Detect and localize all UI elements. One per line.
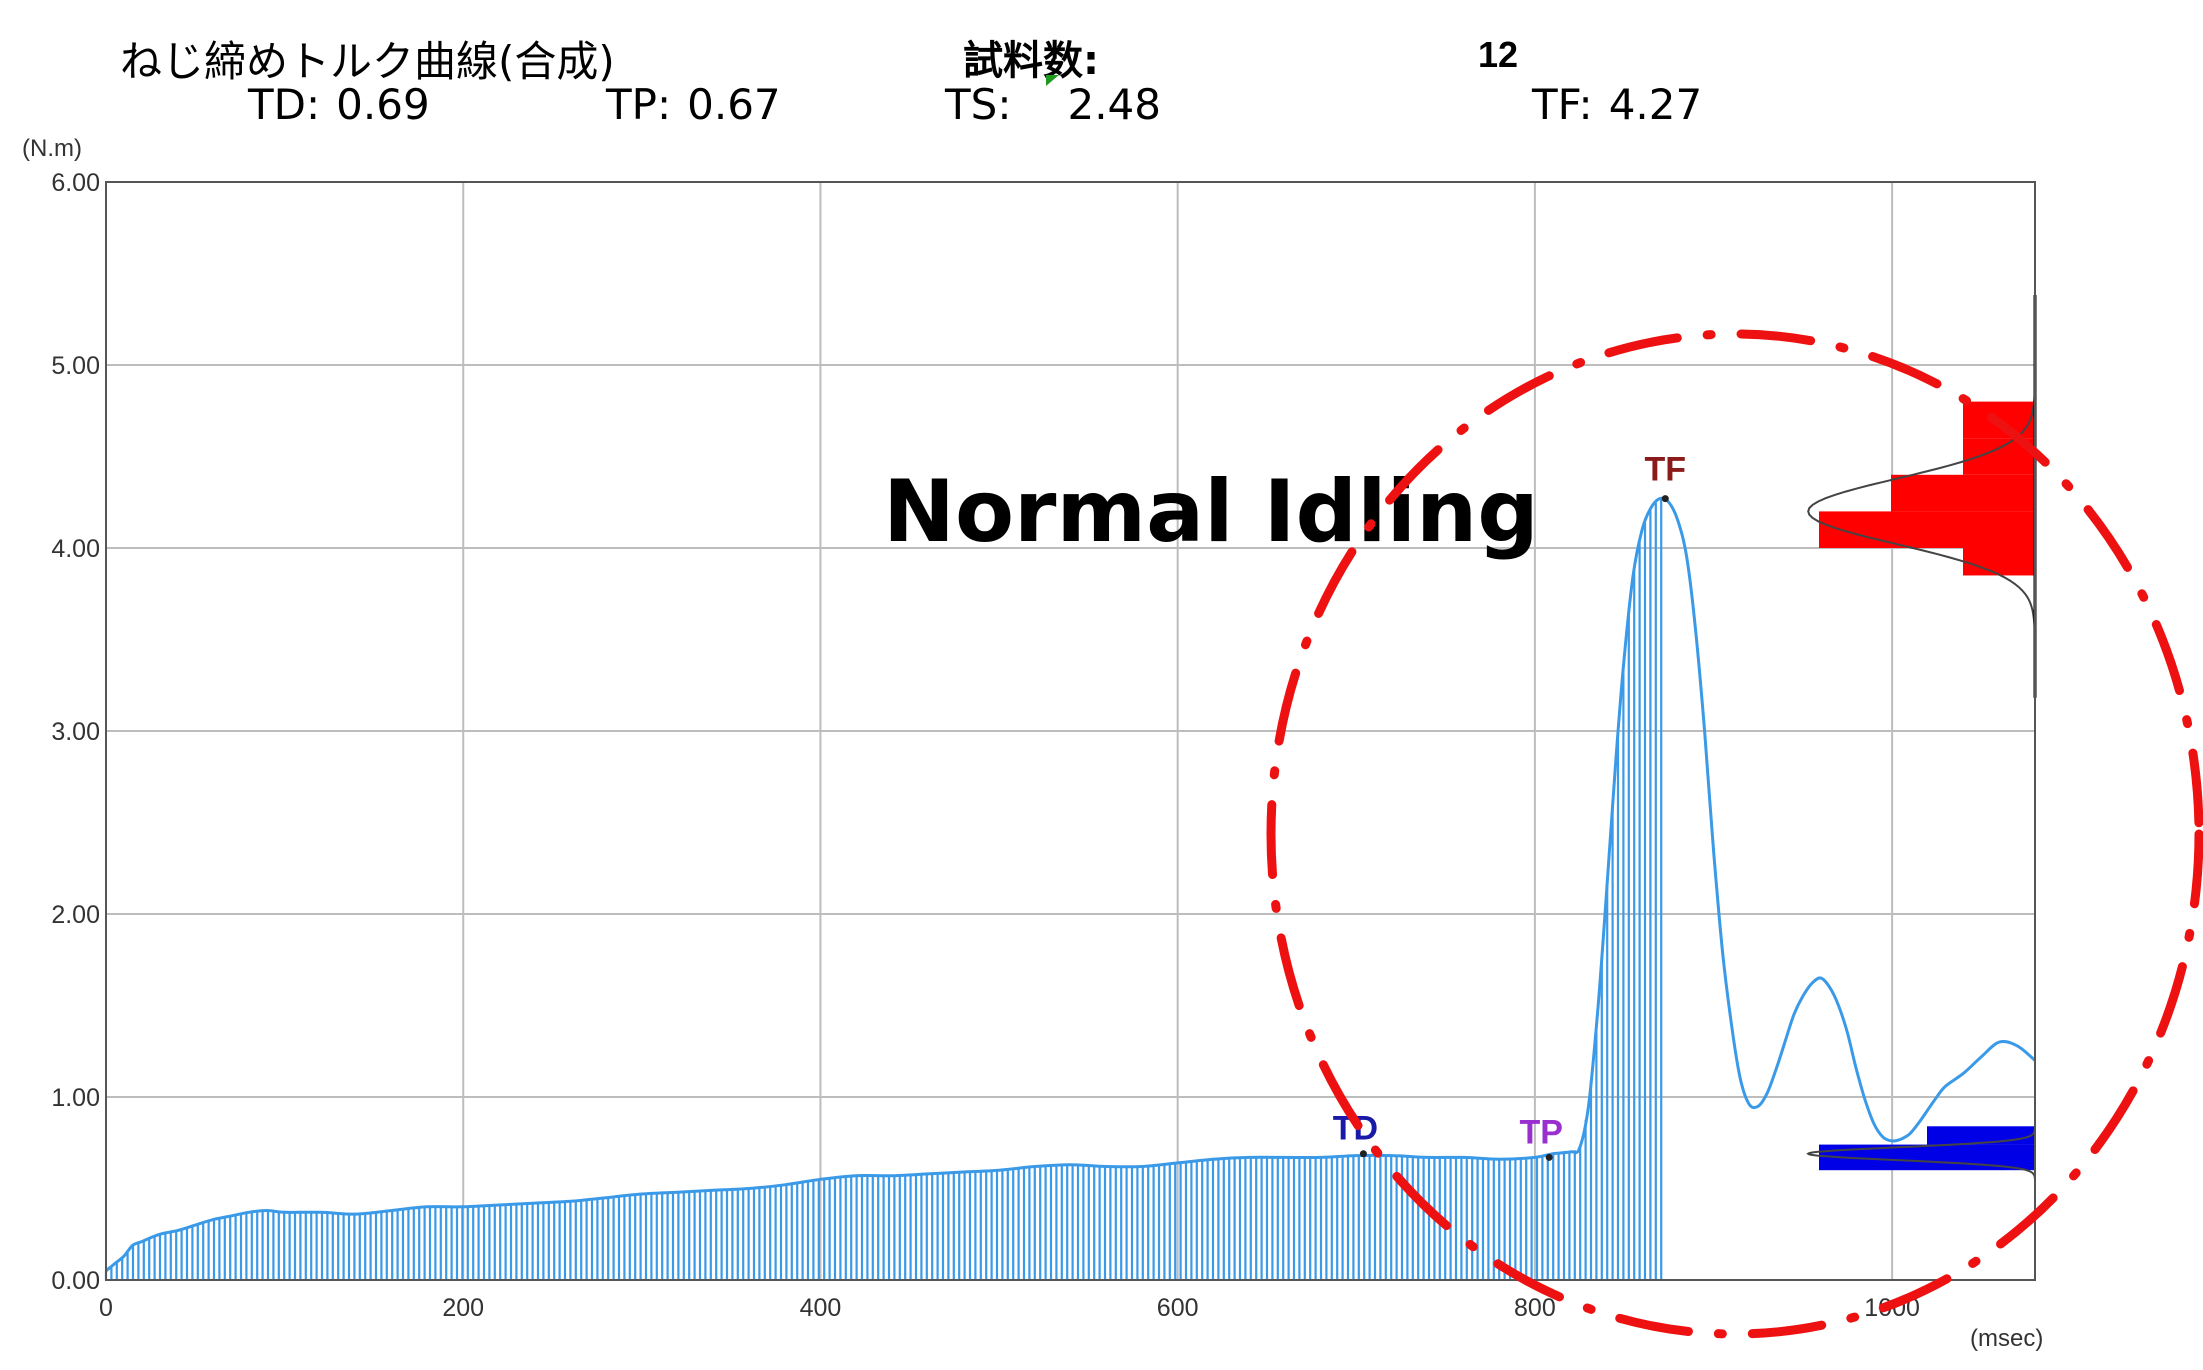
normal-idling-annotation: Normal Idling (883, 462, 1539, 562)
y-tick-label: 1.00 (51, 1084, 100, 1112)
histogram-tf (1807, 295, 2037, 698)
histogram-bar (1963, 548, 2035, 576)
y-tick-label: 0.00 (51, 1267, 100, 1295)
marker-label-tf: TF (1645, 451, 1687, 489)
distribution-curve (1807, 379, 2036, 644)
tp-stat: TP: 0.67 (606, 80, 781, 129)
tp-label: TP: (606, 80, 672, 129)
y-tick-label: 6.00 (51, 169, 100, 197)
plot-frame (105, 181, 2036, 1281)
histogram-td (1806, 1126, 2036, 1180)
tp-value: 0.67 (687, 80, 781, 129)
ts-stat: TS: 2.48 (945, 80, 1161, 129)
x-tick-label: 800 (1514, 1294, 1556, 1322)
histogram-bar (1819, 511, 2035, 548)
sample-count-label: 試料数: (963, 38, 1099, 84)
x-tick-label: 200 (442, 1294, 484, 1322)
td-label: TD: (248, 80, 321, 129)
marker-point (1359, 1150, 1367, 1158)
fill-hatch (104, 499, 1663, 1280)
x-tick-label: 0 (99, 1294, 113, 1322)
ts-flag-icon (1046, 75, 1059, 86)
y-tick-label: 5.00 (51, 352, 100, 380)
marker-label-tp: TP (1519, 1113, 1562, 1151)
chart-title: ねじ締めトルク曲線(合成) (120, 37, 615, 86)
x-tick-label: 400 (800, 1294, 842, 1322)
ts-value: 2.48 (1067, 80, 1161, 129)
y-axis-unit: (N.m) (22, 135, 82, 162)
ts-label: TS: (945, 80, 1012, 129)
marker-point (1545, 1153, 1553, 1161)
highlight-circle (1266, 329, 2203, 1339)
marker-point (1661, 495, 1669, 503)
y-tick-label: 4.00 (51, 535, 100, 563)
histogram-bar (1891, 474, 2035, 512)
sample-count-value: 12 (1478, 34, 1519, 75)
distribution-histograms (1806, 295, 2037, 1180)
tf-value: 4.27 (1608, 80, 1703, 129)
tf-label: TF: (1532, 80, 1593, 129)
y-tick-label: 2.00 (51, 901, 100, 929)
td-value: 0.69 (336, 80, 430, 129)
distribution-curve (1806, 1128, 2036, 1180)
tf-stat: TF: 4.27 (1532, 80, 1702, 129)
x-axis-unit: (msec) (1970, 1325, 2043, 1352)
y-tick-label: 3.00 (51, 718, 100, 746)
torque-curve (105, 496, 2036, 1273)
axis-ticks: 0.00 1.00 2.00 3.00 4.00 5.00 6.00 0 200 400 600 80… (51, 169, 1920, 1322)
area-fill (104, 499, 1663, 1280)
x-tick-label: 600 (1157, 1294, 1199, 1322)
td-stat: TD: 0.69 (248, 80, 430, 129)
chart-grid (105, 181, 2035, 1281)
